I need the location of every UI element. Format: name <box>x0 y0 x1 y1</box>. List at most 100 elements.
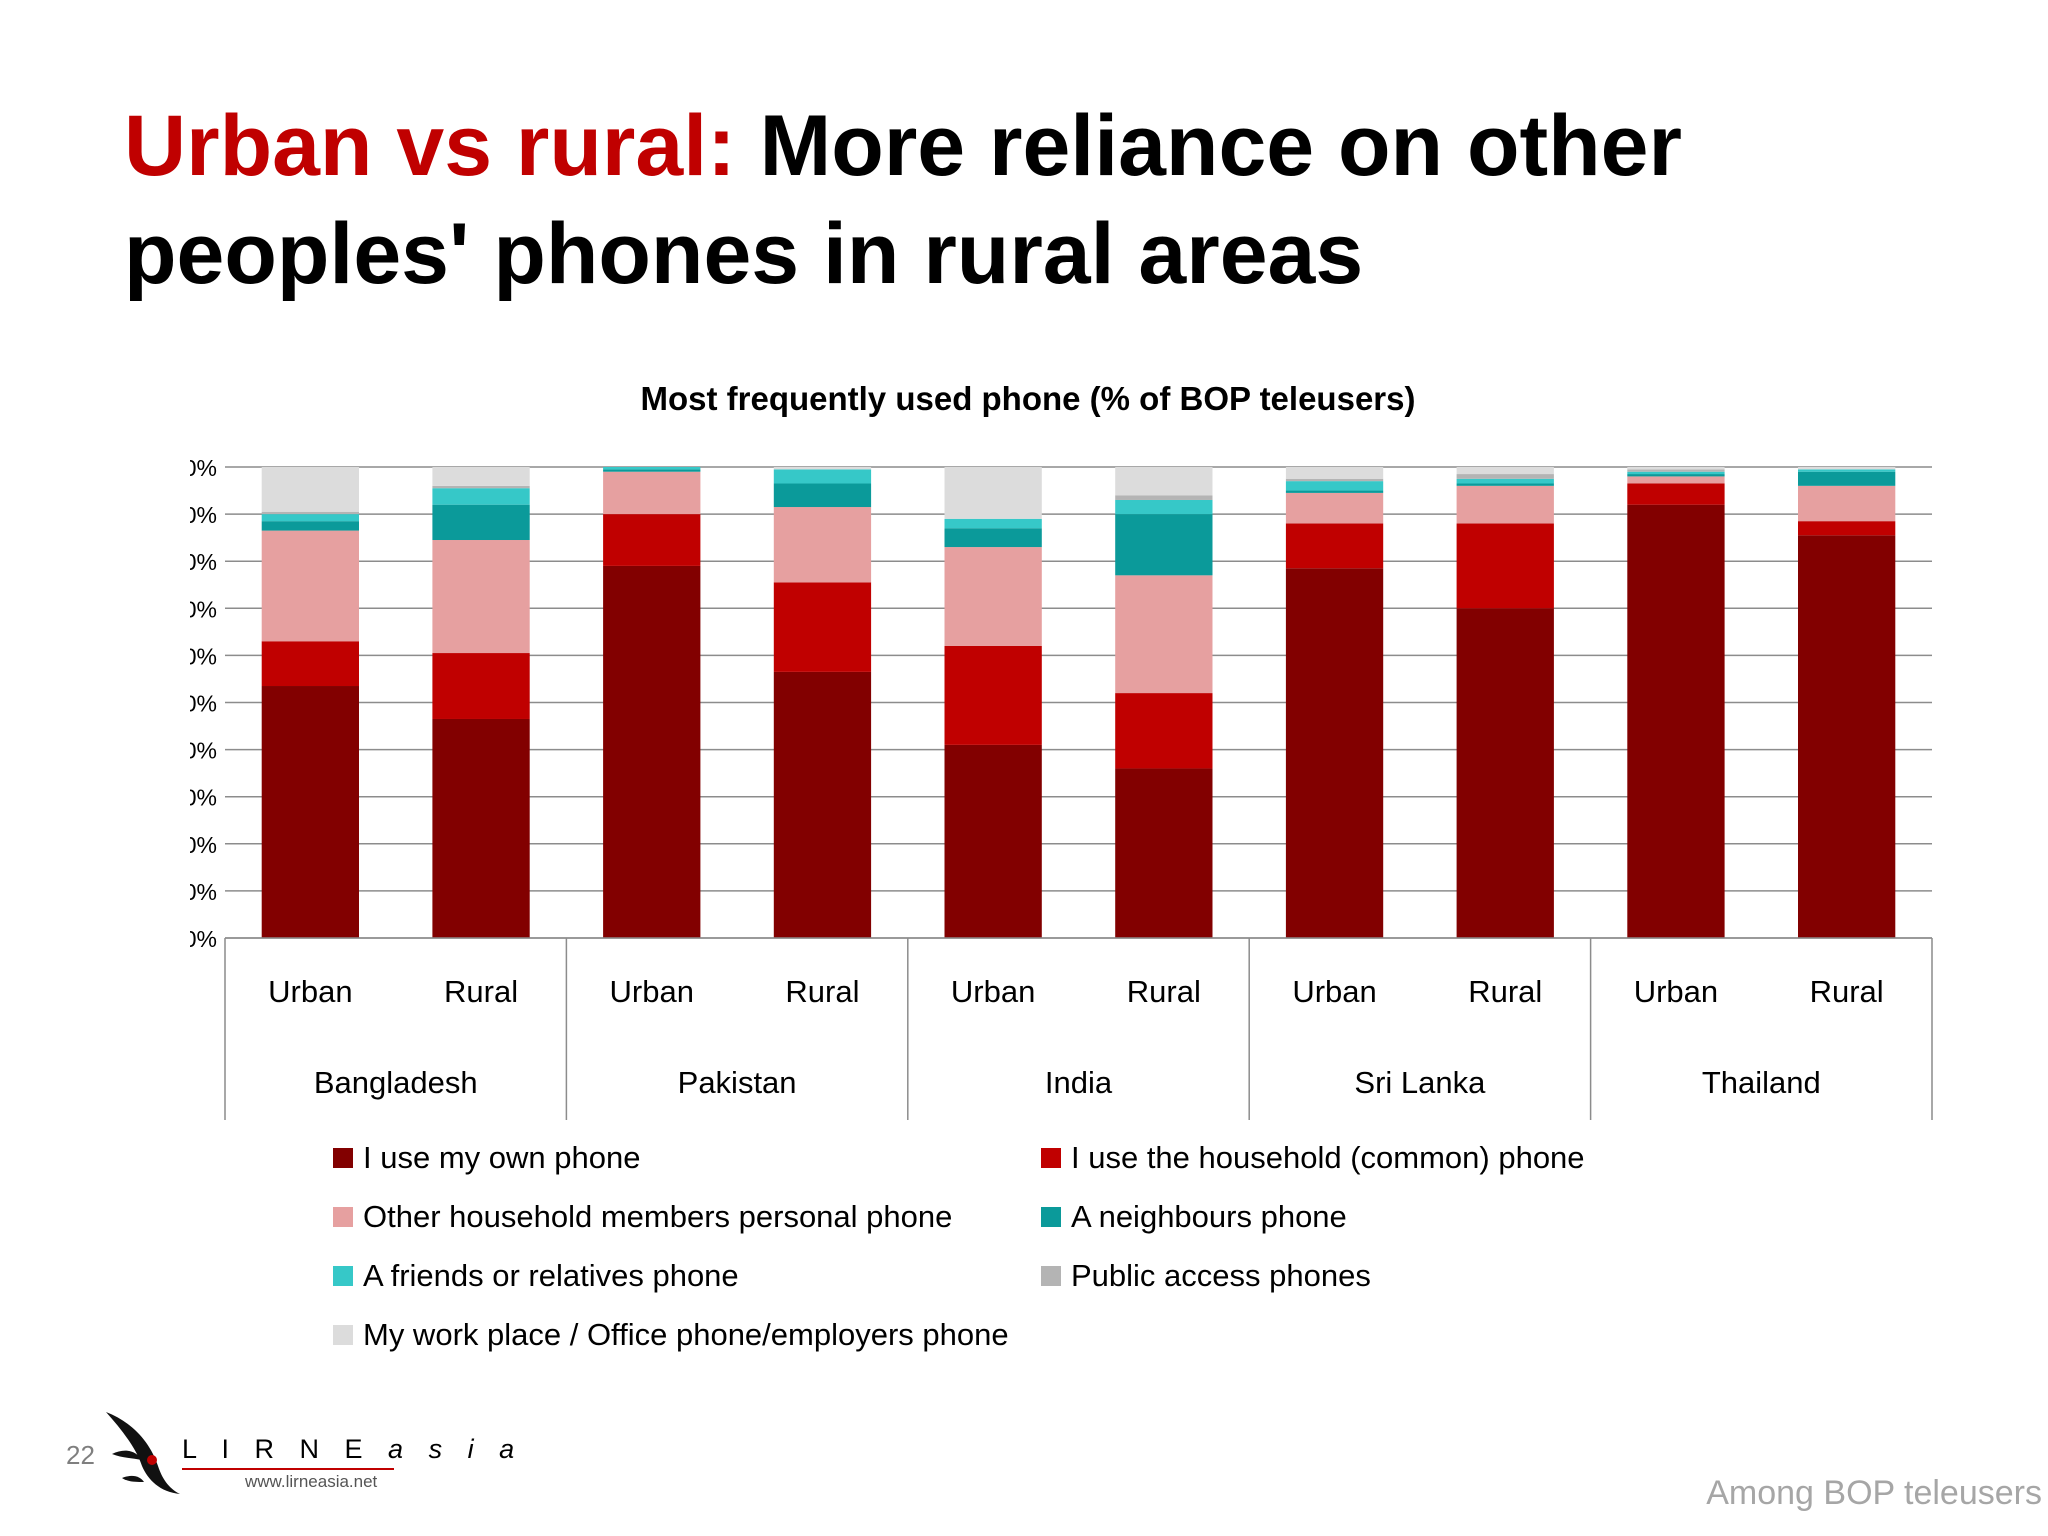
x-group-label: Bangladesh <box>314 1065 478 1100</box>
x-category-label: Rural <box>1468 974 1542 1009</box>
legend-swatch <box>1041 1148 1061 1168</box>
bar-segment <box>432 653 530 719</box>
x-group-label: Pakistan <box>678 1065 797 1100</box>
legend-label: Public access phones <box>1071 1258 1371 1293</box>
bar-segment <box>1115 467 1213 496</box>
page-number: 22 <box>66 1440 95 1470</box>
bar-segment <box>944 518 1042 529</box>
bar-segment <box>1627 471 1725 475</box>
bar-segment <box>1115 495 1213 500</box>
bar-segment <box>773 507 872 583</box>
bar-segment <box>1798 471 1896 486</box>
bar-series <box>261 467 1896 938</box>
bar-segment <box>1115 575 1213 694</box>
bar-segment <box>603 467 701 470</box>
bar-segment <box>773 483 872 508</box>
y-tick-label: 90% <box>190 502 217 528</box>
bar-segment <box>1456 523 1554 609</box>
slide-title-accent: Urban vs rural: <box>124 98 736 194</box>
bar-segment <box>432 488 530 505</box>
logo-wordmark: L I R N E a s i a <box>182 1434 523 1465</box>
bar-segment <box>1798 535 1896 938</box>
legend-label: My work place / Office phone/employers p… <box>363 1317 1009 1352</box>
legend-item: A neighbours phone <box>1041 1199 1347 1235</box>
bar-segment <box>603 514 701 566</box>
y-tick-label: 30% <box>190 785 217 811</box>
bar-segment <box>1115 514 1213 576</box>
bar-segment <box>261 686 359 938</box>
y-tick-label: 40% <box>190 738 217 764</box>
y-tick-label: 100% <box>190 455 217 481</box>
bar-segment <box>261 511 359 515</box>
logo-rule <box>182 1468 394 1470</box>
bar-segment <box>1285 478 1384 482</box>
x-category-label: Urban <box>951 974 1035 1009</box>
legend-label: A neighbours phone <box>1071 1199 1347 1234</box>
legend-swatch <box>333 1325 353 1345</box>
bar-segment <box>1456 483 1554 486</box>
chart-title: Most frequently used phone (% of BOP tel… <box>640 380 1415 417</box>
axes: 0% 10% 20% 30% 40% 50% 60% 70% 80% 90% 100% Urban Ru… <box>190 455 1933 1120</box>
x-category-label: Urban <box>1634 974 1718 1009</box>
bar-segment <box>1456 474 1554 479</box>
x-category-label: Urban <box>268 974 352 1009</box>
x-category-label: Rural <box>1127 974 1201 1009</box>
x-category-label: Rural <box>444 974 518 1009</box>
bar-segment <box>261 514 359 522</box>
bar-segment <box>1456 478 1554 484</box>
bar-segment <box>1115 768 1213 938</box>
bar-segment <box>603 471 701 515</box>
legend-swatch <box>333 1148 353 1168</box>
logo-name-suffix: a s i a <box>388 1434 524 1464</box>
bar-segment <box>1456 485 1554 524</box>
legend-item: Other household members personal phone <box>333 1199 952 1235</box>
bar-segment <box>773 671 872 938</box>
x-category-label: Rural <box>1810 974 1884 1009</box>
x-category-label: Rural <box>785 974 859 1009</box>
bar-segment <box>1115 693 1213 769</box>
bar-segment <box>944 528 1042 548</box>
y-tick-label: 50% <box>190 691 217 717</box>
x-group-label: Sri Lanka <box>1354 1065 1486 1100</box>
bar-segment <box>432 485 530 489</box>
bar-segment <box>1627 469 1725 472</box>
bar-segment <box>773 467 872 470</box>
slide-title-rest: More reliance on other peoples' phones i… <box>124 98 1682 302</box>
bar-segment <box>1627 474 1725 477</box>
bar-segment <box>1115 499 1213 515</box>
bar-segment <box>1627 476 1725 484</box>
logo-name-main: L I R N E <box>182 1434 372 1464</box>
bar-segment <box>773 469 872 484</box>
bar-segment <box>944 645 1042 745</box>
bar-segment <box>1798 521 1896 536</box>
bar-segment <box>261 521 359 531</box>
legend-label: A friends or relatives phone <box>363 1258 739 1293</box>
bar-segment <box>1285 481 1384 491</box>
bar-segment <box>773 582 872 672</box>
x-category-label: Urban <box>610 974 694 1009</box>
bar-segment <box>1285 490 1384 493</box>
y-tick-label: 10% <box>190 879 217 905</box>
bar-segment <box>1456 608 1554 938</box>
bar-segment <box>432 467 530 486</box>
y-tick-label: 0% <box>190 926 217 952</box>
bar-segment <box>261 467 359 512</box>
y-tick-label: 80% <box>190 549 217 575</box>
stacked-bar-chart: Most frequently used phone (% of BOP tel… <box>190 380 1933 1120</box>
bar-segment <box>603 565 701 938</box>
legend-label: Other household members personal phone <box>363 1199 953 1234</box>
legend-swatch <box>1041 1266 1061 1286</box>
bar-segment <box>1627 467 1725 470</box>
x-category-label: Urban <box>1292 974 1376 1009</box>
lirneasia-logo-icon <box>106 1412 180 1494</box>
bar-segment <box>603 469 701 472</box>
legend-label: I use my own phone <box>363 1140 641 1175</box>
bar-segment <box>1285 523 1384 569</box>
bar-segment <box>1285 492 1384 524</box>
legend-item: A friends or relatives phone <box>333 1258 739 1294</box>
slide-title: Urban vs rural: More reliance on other p… <box>124 92 2004 308</box>
bar-segment <box>261 641 359 687</box>
x-group-label: Thailand <box>1702 1065 1821 1100</box>
footer-note: Among BOP teleusers <box>1706 1474 2042 1512</box>
bar-segment <box>1627 483 1725 505</box>
